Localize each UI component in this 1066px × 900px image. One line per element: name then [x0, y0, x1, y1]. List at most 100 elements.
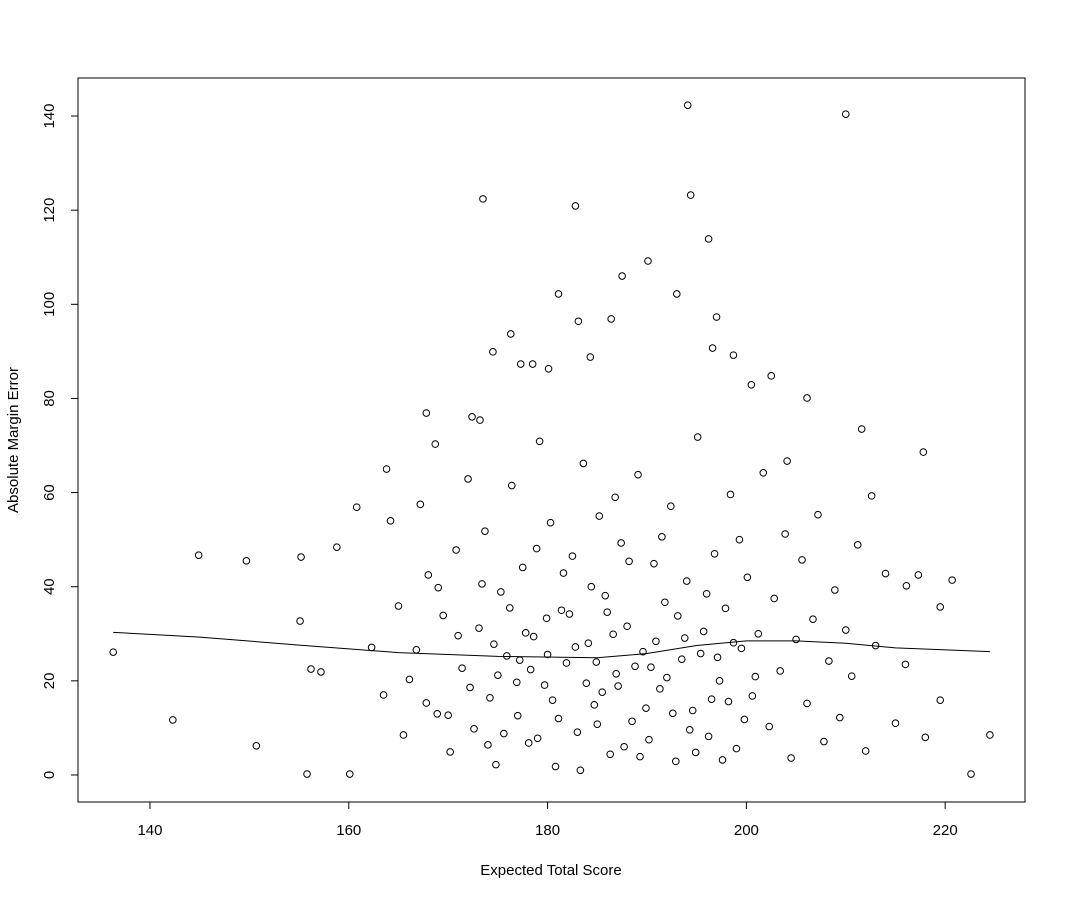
point	[242, 557, 251, 565]
point	[814, 510, 822, 519]
point	[820, 737, 828, 746]
point	[857, 425, 866, 433]
point	[798, 556, 806, 564]
point	[803, 394, 811, 402]
point	[431, 440, 440, 448]
point	[345, 770, 354, 778]
point	[598, 688, 607, 696]
point	[902, 581, 911, 590]
point	[783, 457, 791, 465]
point	[737, 644, 746, 653]
point	[481, 527, 489, 535]
y-tick-label: 140	[41, 104, 58, 129]
point	[524, 739, 533, 747]
point	[554, 290, 563, 298]
point	[683, 101, 692, 110]
point	[333, 543, 341, 551]
point	[529, 632, 538, 641]
point	[841, 110, 850, 118]
point	[636, 752, 644, 761]
point	[565, 610, 574, 618]
point	[825, 657, 833, 665]
point	[658, 533, 666, 541]
point	[620, 742, 628, 751]
point	[645, 735, 653, 744]
point	[386, 517, 395, 525]
point	[747, 380, 756, 389]
point	[710, 549, 719, 558]
point	[628, 717, 636, 726]
x-tick-label: 220	[933, 822, 958, 839]
point	[548, 696, 557, 704]
point	[478, 580, 486, 588]
point	[765, 722, 774, 731]
point	[688, 706, 697, 715]
point	[562, 659, 571, 667]
point	[303, 770, 311, 778]
point	[416, 500, 425, 509]
point	[686, 191, 695, 199]
point	[109, 648, 117, 656]
point	[672, 757, 680, 766]
point	[644, 257, 652, 265]
point	[584, 639, 593, 647]
point	[853, 541, 862, 549]
point	[169, 716, 177, 724]
point	[382, 465, 391, 473]
point	[532, 544, 541, 553]
point	[317, 668, 325, 676]
point	[454, 631, 462, 640]
point	[521, 629, 530, 637]
point	[307, 665, 315, 673]
y-tick-label: 100	[41, 292, 58, 317]
point	[609, 630, 617, 639]
point	[707, 695, 716, 704]
point	[704, 732, 713, 741]
point	[713, 653, 722, 662]
point	[518, 563, 527, 572]
x-tick-label: 140	[137, 822, 162, 839]
point	[691, 748, 700, 757]
point	[967, 770, 975, 778]
point	[601, 591, 610, 600]
point	[612, 669, 620, 678]
point	[607, 315, 615, 323]
point	[543, 650, 552, 659]
point	[623, 622, 631, 631]
point	[667, 502, 675, 511]
point	[476, 416, 484, 424]
point	[571, 202, 580, 210]
point	[718, 756, 727, 764]
point	[732, 744, 741, 753]
point	[948, 576, 956, 584]
y-tick-label: 40	[41, 578, 58, 595]
point	[661, 598, 669, 607]
point	[708, 344, 717, 352]
point	[492, 760, 500, 769]
point	[759, 469, 768, 477]
point	[475, 624, 483, 632]
point	[699, 627, 708, 636]
point	[656, 685, 664, 693]
point	[724, 697, 733, 706]
point	[557, 606, 566, 615]
point	[526, 665, 535, 674]
point	[748, 692, 757, 700]
point	[568, 552, 577, 560]
point	[540, 681, 549, 689]
point	[542, 614, 551, 623]
point	[573, 728, 582, 736]
point	[379, 691, 388, 699]
point	[726, 490, 735, 499]
point	[405, 675, 414, 684]
point	[787, 754, 795, 762]
point	[625, 557, 633, 566]
point	[611, 493, 619, 502]
point	[503, 652, 511, 660]
point	[352, 503, 361, 511]
point	[770, 594, 779, 603]
point	[614, 682, 622, 690]
point	[617, 539, 625, 547]
point	[919, 448, 928, 456]
point	[881, 569, 890, 578]
